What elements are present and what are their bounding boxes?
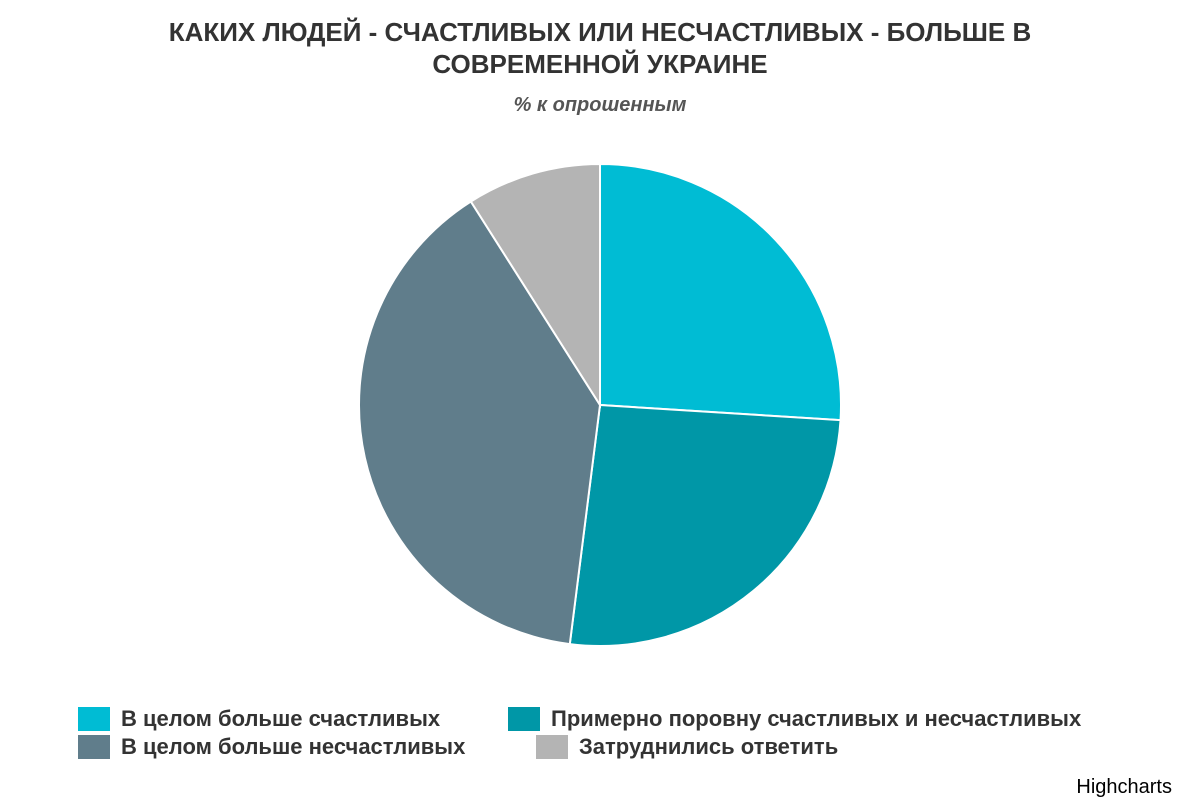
pie-slice bbox=[568, 403, 842, 647]
pie-slice bbox=[358, 200, 602, 646]
legend-label: В целом больше счастливых bbox=[121, 706, 441, 731]
legend-label: Затруднились ответить bbox=[579, 734, 839, 759]
credits: Highcharts bbox=[1076, 776, 1172, 798]
legend-item[interactable]: В целом больше несчастливых bbox=[78, 734, 465, 760]
legend-swatch bbox=[78, 735, 110, 759]
legend-item[interactable]: Затруднились ответить bbox=[536, 734, 838, 760]
legend-label: В целом больше несчастливых bbox=[121, 734, 466, 759]
legend-item[interactable]: В целом больше счастливых bbox=[78, 706, 440, 732]
legend-swatch bbox=[78, 707, 110, 731]
chart-subtitle: % к опрошенным bbox=[513, 94, 687, 116]
legend-swatch bbox=[508, 707, 540, 731]
legend-swatch bbox=[536, 735, 568, 759]
pie-slice bbox=[469, 162, 601, 409]
pie-slice bbox=[599, 162, 842, 422]
legend-label: Примерно поровну счастливых и несчастлив… bbox=[551, 706, 1082, 731]
chart-title: КАКИХ ЛЮДЕЙ - СЧАСТЛИВЫХ ИЛИ НЕСЧАСТЛИВЫ… bbox=[168, 17, 1032, 79]
legend-item[interactable]: Примерно поровну счастливых и несчастлив… bbox=[508, 706, 1081, 732]
pie-area bbox=[358, 162, 842, 647]
